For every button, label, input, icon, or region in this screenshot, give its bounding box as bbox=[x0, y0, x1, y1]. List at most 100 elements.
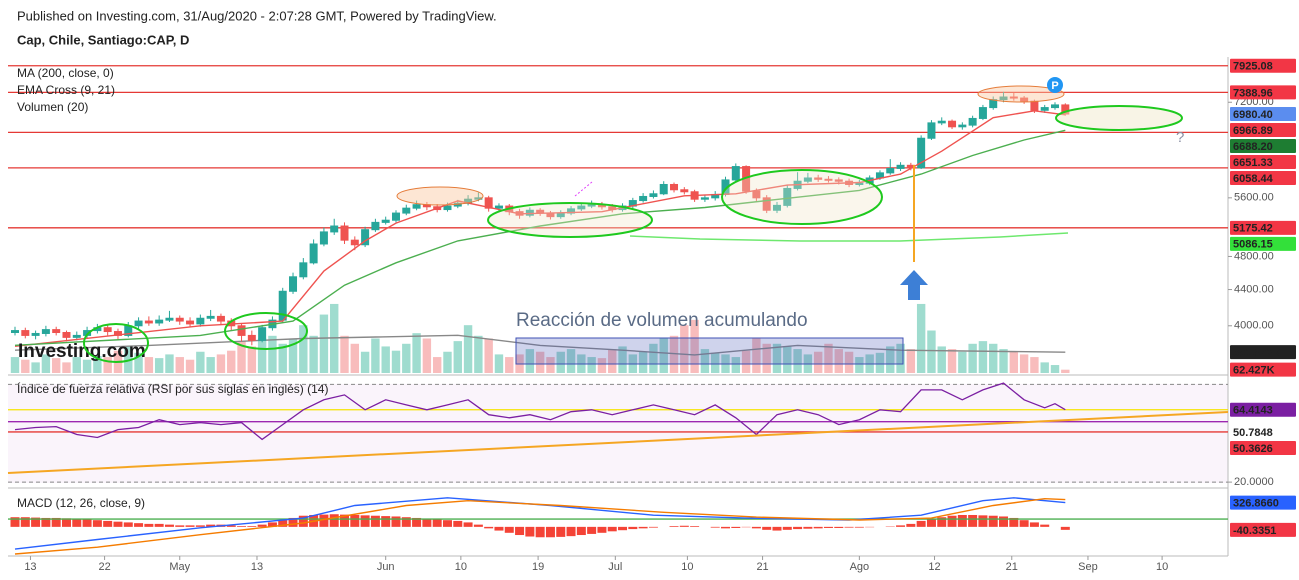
candle-body bbox=[1061, 104, 1070, 115]
price-tag bbox=[1230, 107, 1296, 122]
volume-bar bbox=[278, 343, 287, 373]
volume-bar bbox=[566, 349, 576, 373]
volume-bar bbox=[958, 351, 967, 373]
volume-bar bbox=[247, 346, 257, 373]
histogram-bar bbox=[432, 519, 442, 527]
histogram-bar bbox=[823, 526, 833, 528]
histogram-bar bbox=[442, 520, 452, 527]
histogram-bar bbox=[381, 516, 391, 527]
histogram-bar bbox=[72, 518, 82, 527]
candle-body bbox=[1051, 104, 1060, 109]
candle-body bbox=[999, 96, 1008, 101]
histogram-bar bbox=[370, 515, 380, 527]
x-tick-label: 10 bbox=[455, 561, 467, 573]
candle-body bbox=[21, 330, 30, 336]
candle-body bbox=[258, 327, 267, 341]
histogram-bar bbox=[679, 525, 689, 527]
x-tick-label: Jul bbox=[608, 561, 622, 573]
panel-title: Índice de fuerza relativa (RSI por sus s… bbox=[17, 381, 328, 396]
candle-body bbox=[948, 120, 957, 128]
histogram-bar bbox=[134, 523, 144, 527]
candle-body bbox=[1009, 96, 1018, 99]
volume-bar bbox=[381, 346, 390, 373]
volume-bar bbox=[669, 335, 679, 373]
candle-body bbox=[700, 197, 709, 200]
candle-body bbox=[289, 276, 298, 292]
histogram-bar bbox=[195, 525, 205, 527]
histogram-bar bbox=[669, 526, 679, 527]
candle-body bbox=[350, 239, 359, 246]
x-tick-label: May bbox=[169, 561, 190, 573]
histogram-bar bbox=[947, 515, 957, 527]
candle-body bbox=[391, 212, 400, 221]
price-tag bbox=[1230, 123, 1296, 138]
histogram-bar bbox=[257, 524, 267, 527]
macd-line bbox=[14, 497, 1066, 550]
histogram-bar bbox=[185, 525, 195, 527]
y-tick-label: 4000.00 bbox=[1234, 320, 1274, 332]
volume-bar bbox=[906, 349, 916, 373]
candle-body bbox=[958, 124, 967, 128]
x-tick-label: Sep bbox=[1078, 561, 1098, 573]
histogram-bar bbox=[721, 526, 731, 529]
annotations: Investing.com Reacción de volumen acumul… bbox=[7, 66, 1229, 510]
volume-bar bbox=[783, 346, 792, 373]
histogram-bar bbox=[360, 515, 370, 527]
candle-body bbox=[968, 117, 977, 126]
volume-bar bbox=[700, 349, 710, 373]
volume-bar bbox=[257, 338, 267, 373]
volume-bar bbox=[82, 359, 92, 373]
volume-box bbox=[515, 337, 904, 365]
candle-body bbox=[371, 221, 380, 231]
volume-bar bbox=[813, 351, 823, 373]
x-tick-label: 21 bbox=[756, 561, 768, 573]
histogram-bar bbox=[41, 517, 51, 527]
rsi-band bbox=[8, 384, 1228, 483]
volume-bar bbox=[824, 343, 833, 373]
histogram-bar bbox=[144, 523, 154, 527]
histogram-bar bbox=[854, 526, 864, 528]
candle-body bbox=[175, 317, 184, 322]
volume-bar bbox=[51, 358, 61, 373]
volume-bar bbox=[690, 319, 699, 373]
candle-body bbox=[1020, 97, 1029, 102]
volume-bar bbox=[525, 349, 535, 373]
candle-body bbox=[917, 137, 926, 169]
volume-bar bbox=[937, 346, 946, 373]
volume-bar bbox=[608, 349, 617, 373]
price-tag-label: -40.3351 bbox=[1233, 525, 1276, 537]
price-tag bbox=[1230, 171, 1296, 186]
indicator-legend: EMA Cross (9, 21) bbox=[17, 83, 115, 97]
candle-body bbox=[484, 197, 493, 209]
histogram-bar bbox=[412, 517, 422, 527]
price-tag-label: 6651.33 bbox=[1233, 157, 1273, 169]
histogram-bar bbox=[401, 517, 411, 527]
candle-body bbox=[196, 317, 205, 325]
price-tag bbox=[1230, 155, 1296, 170]
volume-bar bbox=[978, 341, 988, 373]
histogram-bar bbox=[988, 515, 998, 527]
price-tag bbox=[1230, 236, 1296, 251]
candle-body bbox=[680, 189, 689, 193]
histogram-bar bbox=[515, 526, 525, 536]
volume-bar bbox=[206, 357, 215, 373]
candle-body bbox=[896, 164, 905, 169]
histogram-bar bbox=[782, 526, 792, 530]
candle-body bbox=[134, 320, 143, 327]
candle-body bbox=[577, 205, 586, 210]
volume-bar bbox=[638, 351, 648, 373]
volume-bar bbox=[371, 338, 380, 373]
histogram-bar bbox=[1029, 522, 1039, 527]
volume-bar bbox=[618, 346, 627, 373]
histogram-bar bbox=[237, 526, 247, 527]
histogram-bar bbox=[51, 517, 61, 527]
histogram-bar bbox=[494, 526, 504, 531]
candle-body bbox=[824, 178, 833, 181]
volume-bar bbox=[1009, 351, 1019, 373]
histogram-bar bbox=[61, 518, 71, 527]
histogram-bar bbox=[1009, 517, 1019, 527]
volume-bar bbox=[855, 357, 864, 373]
highlight-ellipse bbox=[83, 323, 149, 363]
histogram-bar bbox=[813, 526, 823, 529]
candle-body bbox=[309, 243, 318, 264]
